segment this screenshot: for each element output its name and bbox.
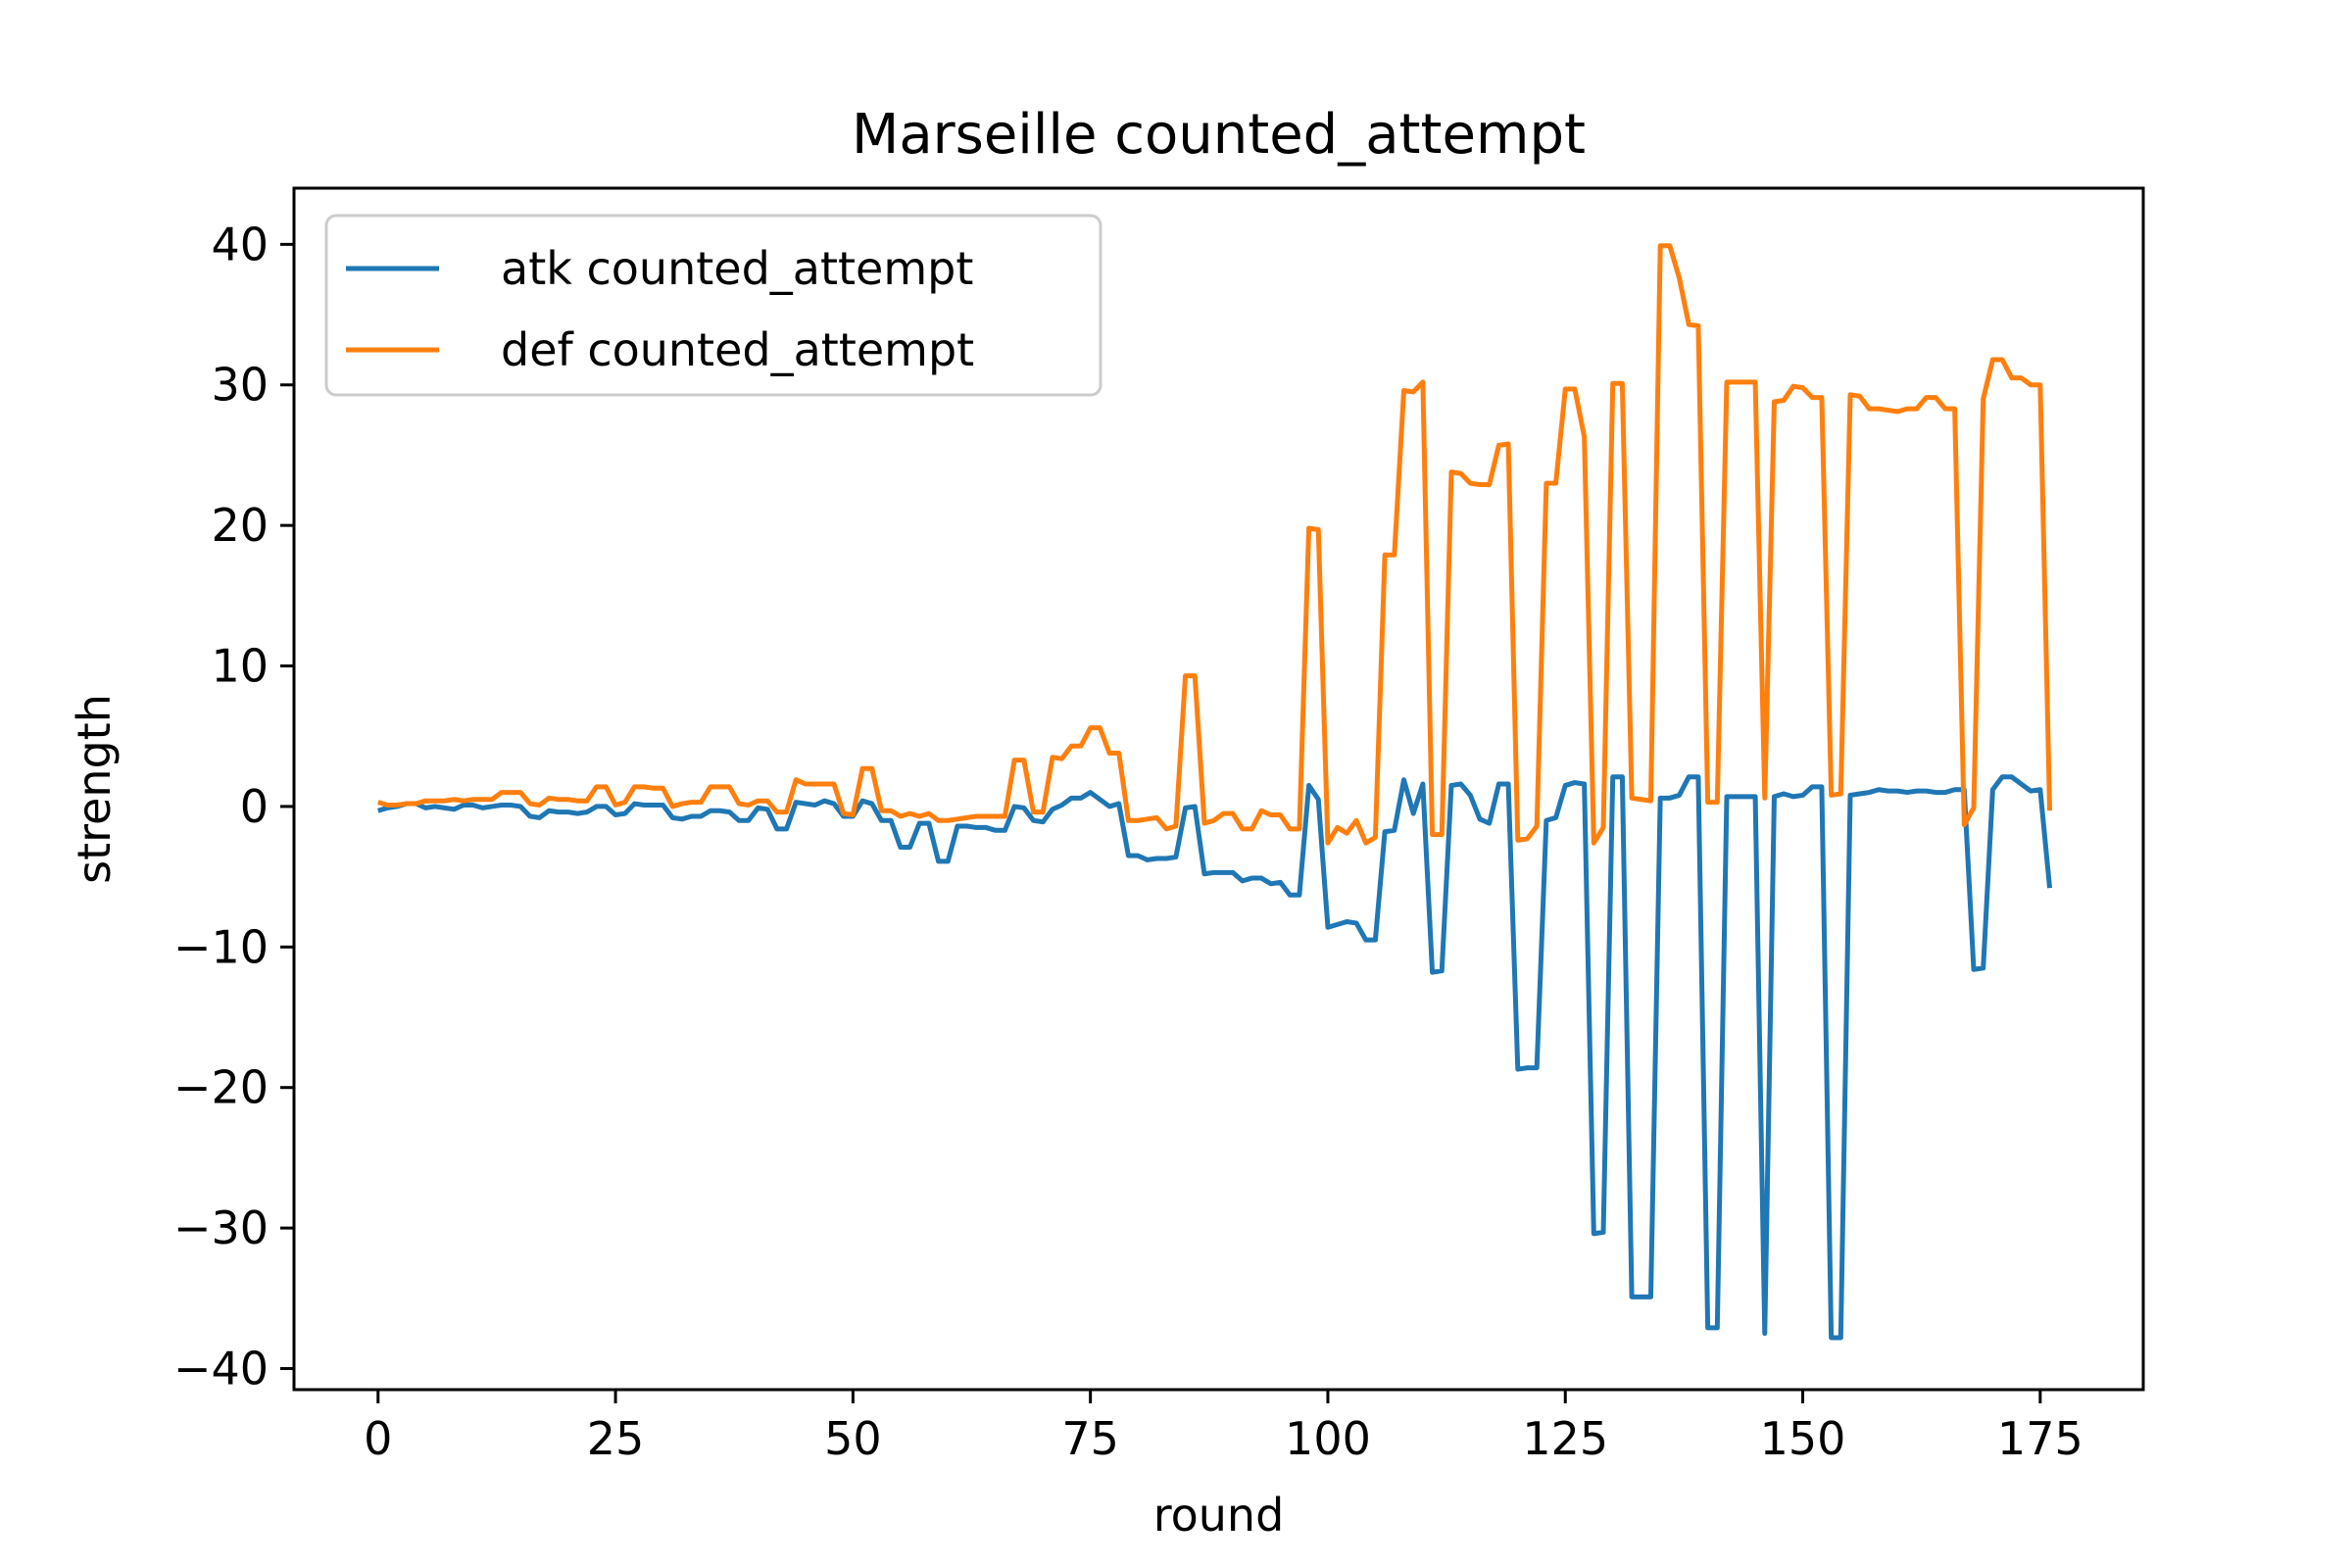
y-tick-label: 40 — [211, 218, 269, 270]
x-tick-label: 125 — [1522, 1412, 1608, 1465]
y-tick-label: 20 — [211, 499, 269, 552]
y-tick-label: −20 — [173, 1061, 269, 1114]
x-tick-label: 175 — [1997, 1412, 2083, 1465]
legend-entry: def counted_attempt — [501, 323, 974, 376]
x-axis-label: round — [1153, 1489, 1285, 1542]
x-tick-label: 0 — [364, 1412, 392, 1465]
x-tick-label: 75 — [1061, 1412, 1119, 1465]
y-tick-label: 0 — [240, 780, 269, 833]
y-axis-label: strength — [68, 694, 121, 884]
series-line-atk — [377, 774, 2053, 1341]
x-tick-label: 25 — [587, 1412, 645, 1465]
legend-box — [324, 214, 1102, 397]
y-tick-label: 30 — [211, 359, 269, 412]
series-layer — [377, 243, 2053, 1341]
legend-entry: atk counted_attempt — [501, 242, 973, 295]
x-tick-label: 50 — [824, 1412, 882, 1465]
plot-frame — [292, 186, 2145, 1392]
y-tick-label: −40 — [173, 1342, 269, 1395]
x-tick-label: 100 — [1285, 1412, 1371, 1465]
y-tick-label: −30 — [173, 1201, 269, 1254]
y-tick-label: −10 — [173, 920, 269, 973]
ticks-layer: 0 25 50 75 100 125 150 175 −40 −30 −20 −10 0 10 20 30 40 — [173, 218, 2083, 1465]
series-line-def — [377, 243, 2053, 846]
y-tick-label: 10 — [211, 640, 269, 693]
x-tick-label: 150 — [1760, 1412, 1846, 1465]
chart-title: Marseille counted_attempt — [852, 103, 1586, 167]
